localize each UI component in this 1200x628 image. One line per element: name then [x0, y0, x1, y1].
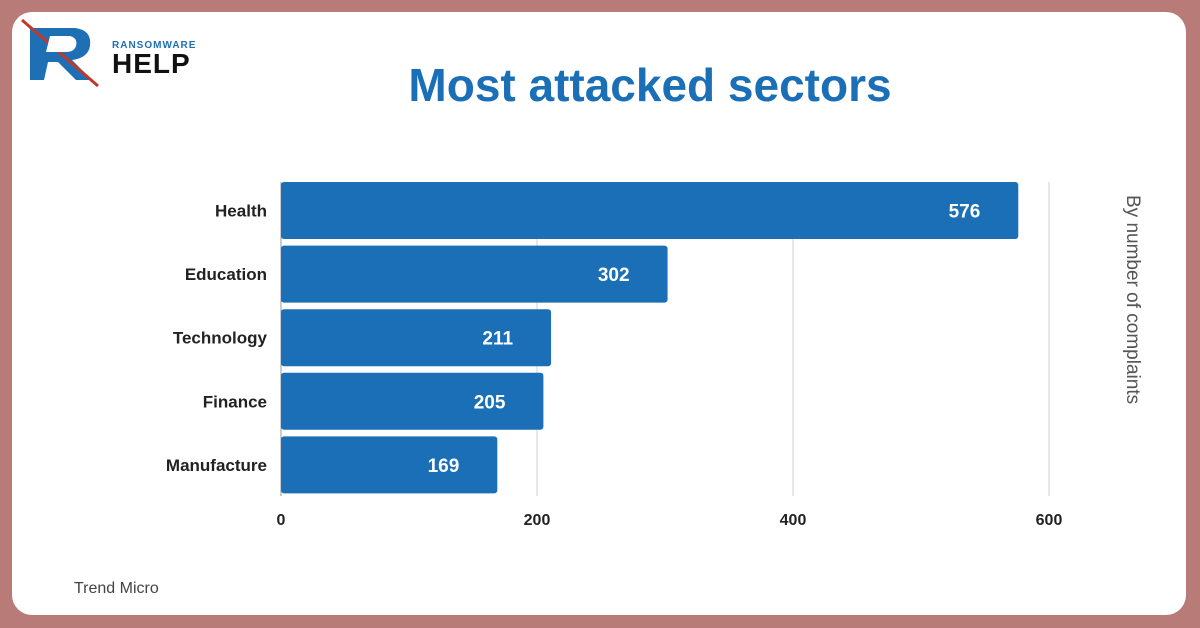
- category-label: Technology: [173, 329, 268, 348]
- x-tick-label: 200: [524, 512, 551, 529]
- chart-title: Most attacked sectors: [408, 59, 892, 111]
- x-tick-label: 600: [1036, 512, 1063, 529]
- x-tick-label: 400: [780, 512, 807, 529]
- ransomware-help-logo: RANSOMWARE HELP: [20, 18, 200, 88]
- labels: 0 200 400 600 Health 576 Education 302 Technolog…: [166, 202, 1063, 530]
- category-label: Manufacture: [166, 456, 267, 475]
- chart-card: [12, 12, 1186, 615]
- category-label: Education: [185, 265, 267, 284]
- r-logo-icon: [21, 18, 99, 88]
- data-label: 302: [598, 265, 630, 286]
- data-label: 169: [428, 456, 460, 477]
- bars: [281, 182, 1019, 494]
- bar: [281, 245, 668, 303]
- logo-small-text: RANSOMWARE: [112, 40, 197, 51]
- axis-label: By number of complaints: [1122, 195, 1143, 405]
- data-label: 211: [482, 329, 513, 350]
- source-text: Trend Micro: [74, 580, 159, 597]
- bar: [281, 309, 552, 367]
- logo-big-text: HELP: [112, 48, 191, 79]
- data-label: 576: [949, 202, 981, 223]
- category-label: Health: [215, 202, 267, 221]
- category-label: Finance: [203, 392, 267, 411]
- data-label: 205: [474, 392, 506, 413]
- x-tick-label: 0: [277, 512, 286, 529]
- bar: [281, 436, 498, 494]
- bar: [281, 182, 1019, 239]
- bar: [281, 372, 544, 430]
